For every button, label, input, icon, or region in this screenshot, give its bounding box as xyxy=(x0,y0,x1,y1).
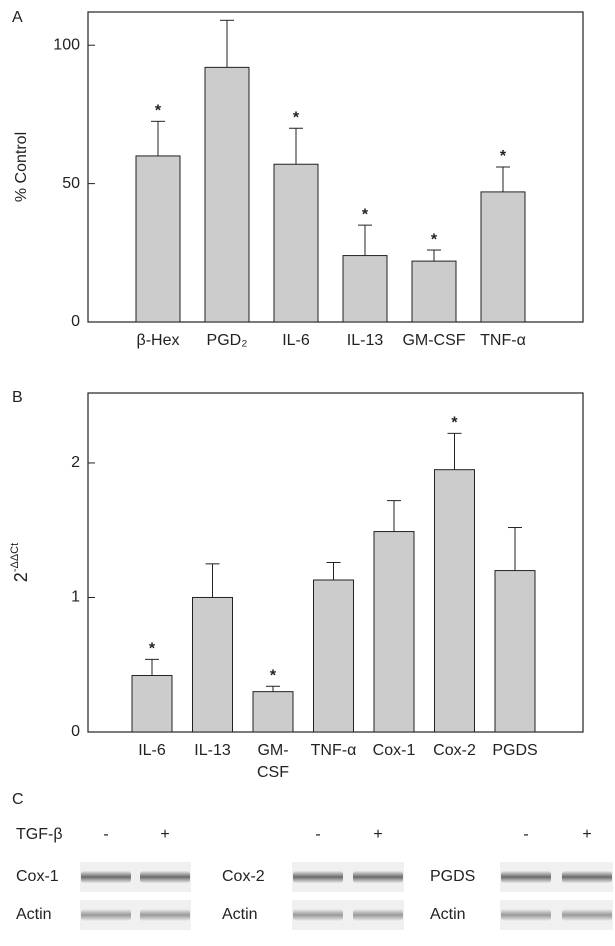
x-tick-label: GM-CSF xyxy=(402,332,465,349)
bar xyxy=(135,155,181,323)
y-tick-label: 0 xyxy=(71,723,80,740)
significance-mark: * xyxy=(451,415,458,432)
y-axis-label: % Control xyxy=(13,132,30,202)
bar xyxy=(494,570,536,733)
row-label: Actin xyxy=(222,906,258,923)
bar xyxy=(313,579,354,733)
x-tick-label: IL-13 xyxy=(347,332,384,349)
x-tick-label: TNF-α xyxy=(480,332,526,349)
y-axis-label-base: 2 xyxy=(11,572,31,582)
panel-label: B xyxy=(12,389,23,406)
blot-band xyxy=(81,871,131,883)
blot-band xyxy=(353,871,403,883)
error-bar xyxy=(220,19,234,68)
significance-mark: * xyxy=(155,103,162,120)
error-bar xyxy=(145,658,159,676)
bar xyxy=(131,675,173,733)
x-tick-label: IL-13 xyxy=(194,742,231,759)
significance-mark: * xyxy=(293,109,300,126)
blot-band xyxy=(501,909,551,921)
y-tick-label: 0 xyxy=(71,313,80,330)
significance-mark: * xyxy=(431,231,438,248)
x-tick-label: GM- CSF xyxy=(257,742,289,781)
row-label: Actin xyxy=(430,906,466,923)
blot-band xyxy=(501,871,551,883)
row-label: PGDS xyxy=(430,868,475,885)
y-axis-label-sup: -ΔΔCt xyxy=(9,543,21,572)
lane-label: - xyxy=(523,826,528,843)
bar xyxy=(342,255,388,323)
lane-label: - xyxy=(103,826,108,843)
lane-label: + xyxy=(373,826,382,843)
error-bar xyxy=(427,249,441,262)
row-label: Cox-2 xyxy=(222,868,265,885)
lane-label: + xyxy=(582,826,591,843)
bar xyxy=(373,531,415,733)
x-tick-label: IL-6 xyxy=(138,742,166,759)
bar xyxy=(480,191,526,323)
x-tick-label-line: CSF xyxy=(257,764,289,781)
treatment-label: TGF-β xyxy=(16,826,63,843)
significance-mark: * xyxy=(270,667,277,684)
lane-label: + xyxy=(160,826,169,843)
significance-mark: * xyxy=(149,641,156,658)
error-bar xyxy=(387,500,401,532)
blot-band xyxy=(293,909,343,921)
error-bar xyxy=(358,224,372,256)
bar xyxy=(204,66,250,323)
error-bar xyxy=(496,166,510,192)
y-tick-label: 50 xyxy=(62,175,80,192)
error-bar xyxy=(151,120,165,156)
y-tick-label: 1 xyxy=(71,589,80,606)
panel-label: A xyxy=(12,9,23,26)
error-bar xyxy=(447,432,462,470)
y-tick-label: 2 xyxy=(71,454,80,471)
significance-mark: * xyxy=(500,148,507,165)
blot-band xyxy=(140,871,190,883)
y-axis-label: 2-ΔΔCt xyxy=(9,543,31,582)
blot-band xyxy=(562,909,612,921)
x-tick-label: β-Hex xyxy=(137,332,180,349)
x-tick-label-line: GM- xyxy=(257,742,288,759)
bar xyxy=(434,469,475,733)
x-tick-label: PGD₂ xyxy=(207,332,248,349)
x-tick-label: Cox-2 xyxy=(433,742,476,759)
blot-band xyxy=(140,909,190,921)
x-tick-label: IL-6 xyxy=(282,332,310,349)
x-tick-label: PGDS xyxy=(492,742,537,759)
plot-frame xyxy=(87,11,584,323)
blot-band xyxy=(562,871,612,883)
panel-label: C xyxy=(12,791,24,808)
error-bar xyxy=(205,563,220,598)
error-bar xyxy=(289,127,303,165)
error-bar xyxy=(508,527,522,571)
significance-mark: * xyxy=(362,206,369,223)
bar xyxy=(192,596,233,733)
bar xyxy=(252,691,294,733)
row-label: Cox-1 xyxy=(16,868,59,885)
x-tick-label: TNF-α xyxy=(311,742,357,759)
error-bar xyxy=(266,685,280,692)
y-tick-label: 100 xyxy=(53,36,80,53)
blot-band xyxy=(293,871,343,883)
bar xyxy=(411,260,457,323)
row-label: Actin xyxy=(16,906,52,923)
error-bar xyxy=(326,562,341,580)
blot-band xyxy=(81,909,131,921)
x-tick-label: Cox-1 xyxy=(373,742,416,759)
blot-band xyxy=(353,909,403,921)
bar xyxy=(273,163,319,323)
lane-label: - xyxy=(315,826,320,843)
